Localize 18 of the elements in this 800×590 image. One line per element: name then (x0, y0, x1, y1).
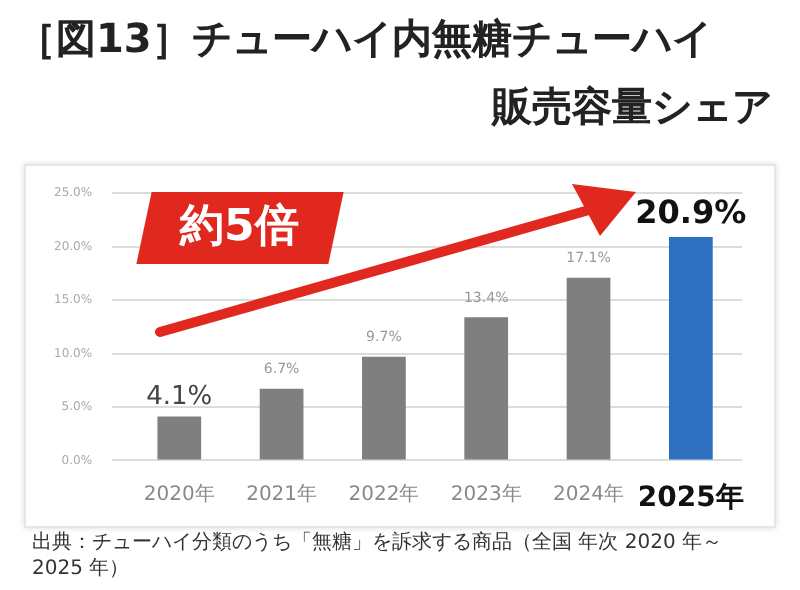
bar (566, 277, 611, 460)
chart-subtitle: 販売容量シェア (492, 80, 772, 134)
bar (157, 416, 202, 460)
x-tick-label: 2022年 (348, 481, 420, 506)
x-tick-label: 2025年 (637, 482, 744, 515)
x-tick-label: 2020年 (143, 481, 215, 506)
data-label: 20.9% (635, 193, 747, 232)
bar (464, 317, 509, 460)
source-note: 出典：チューハイ分類のうち「無糖」を訴求する商品（全国 年次 2020 年～2025 年） (32, 530, 724, 582)
data-label: 4.1% (146, 382, 213, 413)
bar (668, 237, 713, 460)
x-tick-label: 2023年 (450, 481, 522, 506)
x-tick-label: 2024年 (553, 481, 624, 506)
bar (259, 388, 304, 460)
annotation: 約5倍 (180, 200, 300, 256)
x-tick-label: 2021年 (246, 481, 318, 506)
chart-title: ［図13］チューハイ内無糖チューハイ (16, 12, 712, 66)
bar (362, 356, 406, 460)
